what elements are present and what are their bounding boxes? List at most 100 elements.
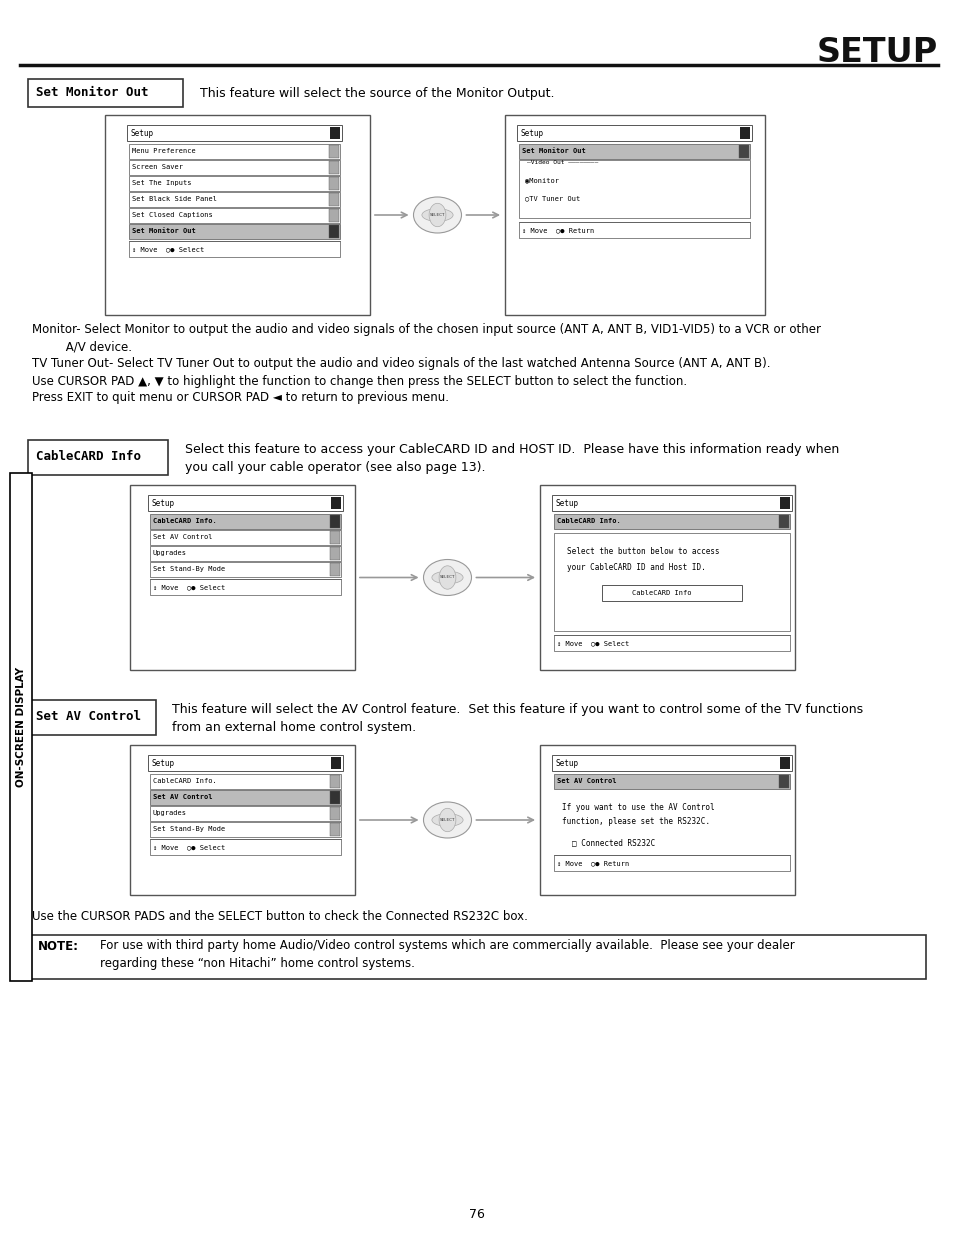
Text: Select the button below to access: Select the button below to access: [566, 547, 719, 556]
Text: Upgrades: Upgrades: [152, 810, 187, 816]
Text: Upgrades: Upgrades: [152, 550, 187, 556]
Bar: [331, 496, 340, 509]
Bar: [129, 191, 339, 207]
Bar: [105, 115, 370, 315]
Text: Setup: Setup: [556, 499, 578, 508]
Text: TV Tuner Out- Select TV Tuner Out to output the audio and video signals of the l: TV Tuner Out- Select TV Tuner Out to out…: [32, 357, 770, 370]
Bar: [329, 161, 338, 174]
Bar: [130, 745, 355, 895]
Bar: [129, 144, 339, 159]
Bar: [779, 515, 788, 529]
Text: ↕ Move  ○● Select: ↕ Move ○● Select: [557, 640, 629, 646]
Ellipse shape: [432, 814, 462, 826]
Bar: [539, 485, 794, 671]
Bar: [330, 531, 339, 543]
Text: ◉Monitor: ◉Monitor: [524, 177, 558, 183]
Bar: [552, 755, 791, 771]
Text: SETUP: SETUP: [816, 36, 937, 68]
Bar: [329, 193, 338, 206]
Bar: [127, 125, 341, 141]
Bar: [150, 562, 340, 577]
Bar: [129, 241, 339, 257]
Text: CableCARD Info.: CableCARD Info.: [152, 517, 216, 524]
Bar: [150, 579, 340, 595]
Bar: [330, 776, 339, 788]
Text: If you want to use the AV Control: If you want to use the AV Control: [561, 803, 714, 811]
Bar: [330, 127, 339, 140]
Text: A/V device.: A/V device.: [32, 341, 132, 353]
Bar: [331, 757, 340, 769]
Bar: [330, 806, 339, 820]
Text: Set The Inputs: Set The Inputs: [132, 180, 192, 186]
Text: Select this feature to access your CableCARD ID and HOST ID.  Please have this i: Select this feature to access your Cable…: [185, 443, 839, 457]
Bar: [779, 776, 788, 788]
Ellipse shape: [438, 566, 456, 589]
Bar: [554, 855, 789, 871]
Text: ↕ Move  ○● Return: ↕ Move ○● Return: [557, 860, 629, 866]
Text: ON-SCREEN DISPLAY: ON-SCREEN DISPLAY: [16, 667, 26, 787]
Ellipse shape: [432, 572, 462, 584]
Bar: [148, 495, 343, 511]
Bar: [150, 546, 340, 561]
Bar: [130, 485, 355, 671]
Bar: [129, 224, 339, 240]
Text: Monitor- Select Monitor to output the audio and video signals of the chosen inpu: Monitor- Select Monitor to output the au…: [32, 324, 821, 336]
Bar: [329, 177, 338, 190]
Text: Setup: Setup: [556, 758, 578, 767]
Text: Set Monitor Out: Set Monitor Out: [36, 86, 149, 100]
Bar: [150, 823, 340, 837]
Bar: [10, 473, 32, 981]
Ellipse shape: [438, 808, 456, 831]
Text: Use CURSOR PAD ▲, ▼ to highlight the function to change then press the SELECT bu: Use CURSOR PAD ▲, ▼ to highlight the fun…: [32, 374, 686, 388]
Text: Set Monitor Out: Set Monitor Out: [521, 148, 585, 154]
Bar: [554, 635, 789, 651]
Text: Screen Saver: Screen Saver: [132, 164, 183, 170]
Text: Set AV Control: Set AV Control: [557, 778, 616, 784]
Ellipse shape: [423, 559, 471, 595]
Text: Use the CURSOR PADS and the SELECT button to check the Connected RS232C box.: Use the CURSOR PADS and the SELECT butto…: [32, 910, 527, 924]
Bar: [554, 514, 789, 529]
Bar: [150, 839, 340, 855]
Bar: [150, 514, 340, 529]
Text: This feature will select the source of the Monitor Output.: This feature will select the source of t…: [200, 86, 554, 100]
Text: function, please set the RS232C.: function, please set the RS232C.: [561, 816, 709, 825]
Bar: [517, 125, 751, 141]
Bar: [329, 144, 338, 158]
Bar: [739, 144, 748, 158]
Text: SELECT: SELECT: [429, 212, 445, 217]
Text: CableCARD Info: CableCARD Info: [36, 451, 141, 463]
Text: Set Monitor Out: Set Monitor Out: [132, 228, 195, 233]
Text: For use with third party home Audio/Video control systems which are commercially: For use with third party home Audio/Vide…: [100, 939, 794, 951]
Bar: [780, 496, 789, 509]
Ellipse shape: [429, 204, 445, 227]
Bar: [28, 79, 183, 107]
Bar: [518, 161, 749, 219]
Bar: [150, 806, 340, 821]
Bar: [554, 774, 789, 789]
Text: from an external home control system.: from an external home control system.: [172, 721, 416, 735]
Bar: [150, 530, 340, 545]
Ellipse shape: [413, 198, 461, 233]
Bar: [330, 823, 339, 836]
Bar: [780, 757, 789, 769]
Bar: [329, 209, 338, 222]
Text: Set AV Control: Set AV Control: [152, 794, 213, 800]
Bar: [28, 700, 156, 735]
Text: NOTE:: NOTE:: [38, 941, 79, 953]
Text: □ Connected RS232C: □ Connected RS232C: [572, 839, 655, 847]
Bar: [539, 745, 794, 895]
Bar: [129, 177, 339, 191]
Text: —Video Out ————————: —Video Out ————————: [526, 159, 598, 164]
Text: Press EXIT to quit menu or CURSOR PAD ◄ to return to previous menu.: Press EXIT to quit menu or CURSOR PAD ◄ …: [32, 391, 449, 405]
Bar: [330, 563, 339, 576]
Ellipse shape: [421, 209, 453, 221]
Text: Set Stand-By Mode: Set Stand-By Mode: [152, 826, 225, 832]
Bar: [329, 225, 338, 238]
Bar: [129, 161, 339, 175]
Text: SELECT: SELECT: [439, 576, 455, 579]
Bar: [129, 207, 339, 224]
Bar: [330, 515, 339, 529]
Text: Setup: Setup: [131, 128, 154, 137]
Text: CableCARD Info: CableCARD Info: [632, 590, 691, 597]
Text: ↕ Move  ○● Select: ↕ Move ○● Select: [152, 844, 225, 850]
